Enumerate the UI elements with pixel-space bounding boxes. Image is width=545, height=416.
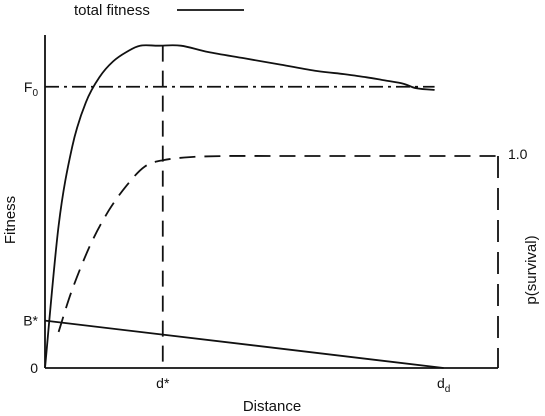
series-p-survival--line: [57, 155, 498, 333]
tick-label-x-1: dd: [437, 375, 450, 395]
reference-lines: [161, 45, 499, 368]
series-total-fitness-line: [44, 44, 435, 369]
chart-legend: total fitness: [74, 2, 244, 19]
y2-axis-label: p(survival): [523, 235, 540, 304]
y-axis-label: Fitness: [2, 196, 19, 244]
x-axis-label: Distance: [243, 398, 301, 415]
legend-label: total fitness: [74, 2, 150, 19]
series-layer: [44, 44, 498, 369]
tick-labels: d* dd 0 B* F0 1.0: [23, 79, 527, 395]
axes: [44, 35, 498, 369]
tick-label-y-0: 0: [30, 360, 38, 376]
series-b--line: [44, 319, 444, 369]
tick-label-y2-0: 1.0: [508, 146, 528, 162]
tick-label-y-2: F0: [24, 79, 39, 99]
tick-label-y-1: B*: [23, 313, 38, 329]
tick-label-x-0: d*: [156, 375, 170, 391]
